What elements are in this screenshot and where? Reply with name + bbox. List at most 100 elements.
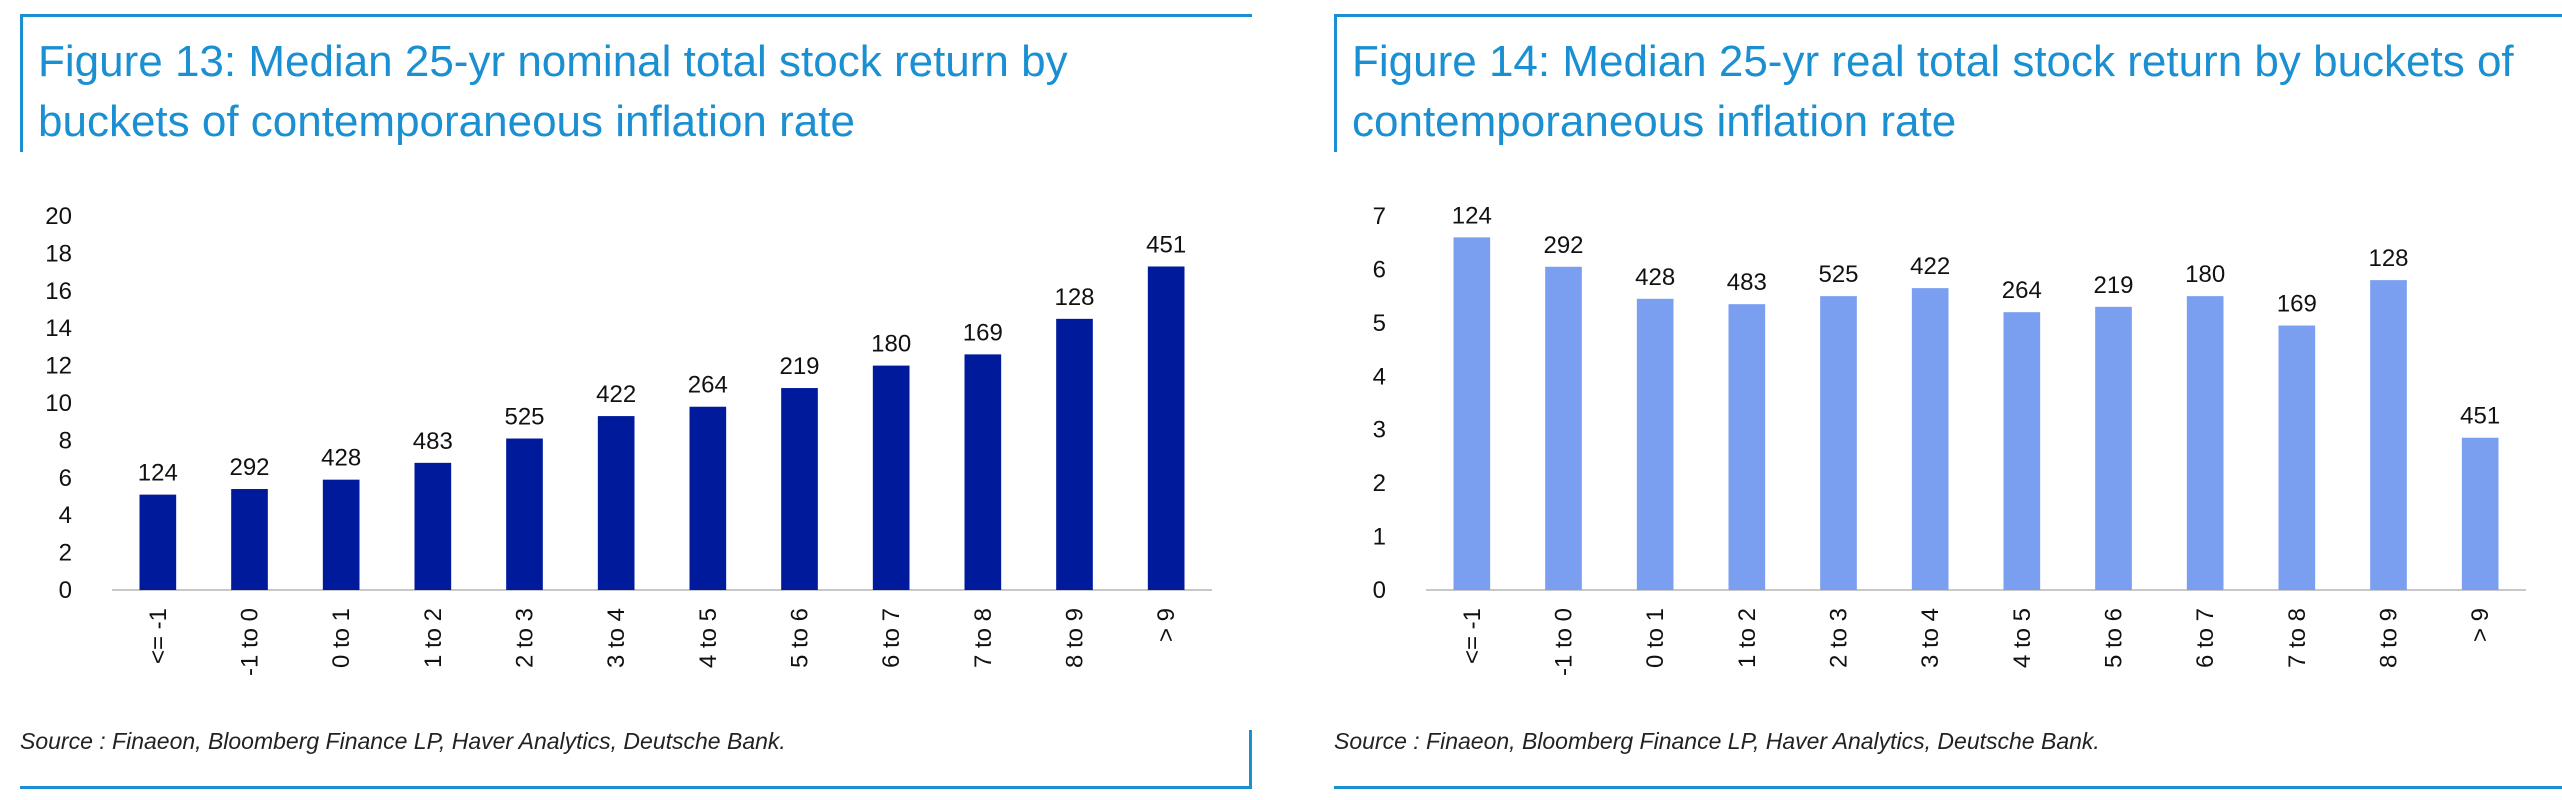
bar-9 — [872, 365, 910, 590]
category-label: -1 to 0 — [237, 608, 264, 676]
data-label: 264 — [2002, 277, 2042, 304]
figure-13-title: Figure 13: Median 25-yr nominal total st… — [38, 37, 1068, 146]
bar-1 — [139, 494, 177, 590]
data-label: 180 — [2185, 261, 2225, 288]
data-label: 422 — [1910, 253, 1950, 280]
data-label: 124 — [1452, 202, 1492, 229]
category-label: 8 to 9 — [1062, 608, 1089, 668]
y-tick-label: 20 — [45, 203, 72, 230]
frame-left-line — [1334, 14, 1337, 152]
bar-3 — [322, 479, 360, 590]
bar-12 — [1147, 266, 1185, 590]
category-label: 8 to 9 — [2376, 608, 2403, 668]
figure-14-title: Figure 14: Median 25-yr real total stock… — [1352, 37, 2514, 146]
data-label: 219 — [2093, 272, 2133, 299]
y-tick-label: 10 — [45, 390, 72, 417]
bar-8 — [2095, 306, 2132, 590]
bar-6 — [597, 416, 635, 590]
bar-4 — [1728, 304, 1766, 590]
y-tick-label: 6 — [1373, 256, 1386, 283]
y-tick-label: 14 — [45, 315, 72, 342]
bar-11 — [2370, 280, 2407, 590]
bar-10 — [2278, 325, 2316, 590]
bar-1 — [1453, 237, 1491, 590]
data-label: 169 — [2277, 291, 2317, 318]
y-tick-label: 4 — [59, 502, 72, 529]
data-label: 428 — [1635, 264, 1675, 291]
data-label: 128 — [1054, 284, 1094, 311]
category-label: 6 to 7 — [878, 608, 905, 668]
frame-bottom-line — [20, 786, 1252, 789]
data-label: 169 — [963, 319, 1003, 346]
data-label: 128 — [2368, 245, 2408, 272]
y-tick-label: 18 — [45, 240, 72, 267]
bar-12 — [2461, 437, 2499, 590]
category-label: > 9 — [1153, 608, 1180, 642]
y-tick-label: 3 — [1373, 417, 1386, 444]
data-label: 483 — [1727, 269, 1767, 296]
category-label: -1 to 0 — [1551, 608, 1578, 676]
y-tick-label: 2 — [1373, 470, 1386, 497]
bar-6 — [1911, 288, 1949, 590]
category-label: 5 to 6 — [787, 608, 814, 668]
bar-9 — [2186, 296, 2224, 590]
y-tick-label: 2 — [59, 540, 72, 567]
data-label: 264 — [688, 372, 728, 399]
figure-13-chart: 0 2 4 6 8 10 12 14 16 18 20 124 <= -1 292 -1 to 0 428 0 … — [45, 203, 1212, 676]
data-label: 180 — [871, 331, 911, 358]
frame-left-line — [20, 14, 23, 152]
bar-8 — [781, 388, 818, 590]
category-label: 0 to 1 — [1642, 608, 1669, 668]
y-tick-label: 4 — [1373, 363, 1386, 390]
y-tick-label: 7 — [1373, 203, 1386, 230]
bar-7 — [2003, 312, 2041, 590]
bar-7 — [689, 406, 727, 590]
category-label: 7 to 8 — [970, 608, 997, 668]
data-label: 451 — [2460, 403, 2500, 430]
y-tick-label: 0 — [1373, 577, 1386, 604]
category-label: > 9 — [2467, 608, 2494, 642]
y-tick-label: 8 — [59, 427, 72, 454]
data-label: 292 — [229, 454, 269, 481]
frame-bottom-line — [1334, 786, 2562, 789]
figure-14-chart: 0 1 2 3 4 5 6 7 124 <= -1 292 -1 to 0 428 0 to 1 483 1 … — [1373, 202, 2526, 676]
category-label: 5 to 6 — [2101, 608, 2128, 668]
data-label: 451 — [1146, 231, 1186, 258]
figure-13-panel: Figure 13: Median 25-yr nominal total st… — [0, 0, 1252, 800]
data-label: 292 — [1543, 232, 1583, 259]
data-label: 422 — [596, 381, 636, 408]
bar-2 — [231, 489, 268, 590]
data-label: 525 — [504, 404, 544, 431]
category-label: 3 to 4 — [1917, 608, 1944, 668]
y-tick-label: 1 — [1373, 524, 1386, 551]
y-tick-label: 12 — [45, 353, 72, 380]
category-label: 2 to 3 — [512, 608, 539, 668]
bar-3 — [1636, 298, 1674, 590]
data-label: 428 — [321, 445, 361, 472]
frame-top-line — [1334, 14, 2562, 17]
y-tick-label: 5 — [1373, 310, 1386, 337]
bar-5 — [506, 438, 543, 590]
category-label: <= -1 — [145, 608, 172, 664]
data-label: 483 — [413, 428, 453, 455]
category-label: 3 to 4 — [603, 608, 630, 668]
y-tick-label: 6 — [59, 465, 72, 492]
y-tick-label: 0 — [59, 577, 72, 604]
figure-14-source: Source : Finaeon, Bloomberg Finance LP, … — [1334, 728, 2100, 754]
figure-14-panel: Figure 14: Median 25-yr real total stock… — [1314, 0, 2562, 800]
data-label: 525 — [1818, 261, 1858, 288]
data-label: 219 — [779, 353, 819, 380]
category-label: <= -1 — [1459, 608, 1486, 664]
frame-top-line — [20, 14, 1252, 17]
figure-13-source: Source : Finaeon, Bloomberg Finance LP, … — [20, 728, 786, 754]
bar-10 — [964, 354, 1002, 590]
category-label: 0 to 1 — [328, 608, 355, 668]
bar-4 — [414, 462, 452, 590]
category-label: 2 to 3 — [1826, 608, 1853, 668]
y-tick-label: 16 — [45, 278, 72, 305]
category-label: 1 to 2 — [1734, 608, 1761, 668]
bar-5 — [1820, 296, 1857, 590]
data-label: 124 — [138, 460, 178, 487]
category-label: 1 to 2 — [420, 608, 447, 668]
category-label: 7 to 8 — [2284, 608, 2311, 668]
